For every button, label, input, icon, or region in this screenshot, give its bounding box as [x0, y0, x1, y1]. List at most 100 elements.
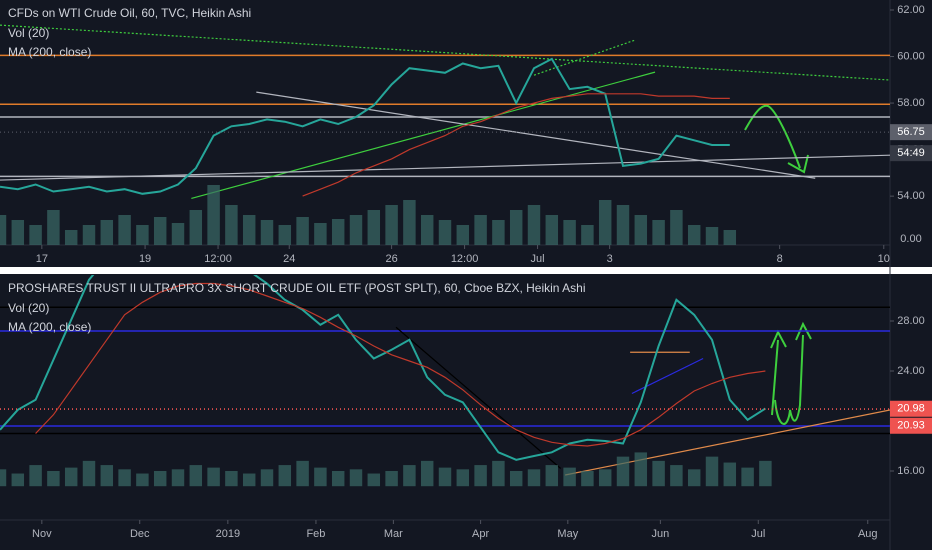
volume-bar [136, 225, 149, 245]
price-label-box [890, 400, 932, 417]
price-label: 20.93 [897, 420, 925, 432]
chart-layer: 54.0056.0058.0060.0062.000.00171912:0024… [0, 4, 932, 540]
countdown-box [890, 145, 932, 162]
panel-divider [0, 267, 932, 274]
price-label-box [890, 417, 932, 434]
volume-bar [278, 225, 292, 245]
x-tick-label: 24 [283, 253, 295, 265]
volume-bar [349, 215, 363, 245]
volume-bar [100, 220, 114, 245]
projection-arrow [774, 334, 804, 425]
x-tick-label: Mar [384, 528, 403, 540]
volume-bar [0, 469, 7, 487]
volume-bar [349, 469, 363, 487]
volume-bar [100, 465, 114, 487]
x-tick-label: Apr [472, 528, 489, 540]
volume-bar [385, 205, 398, 245]
y2-tick-label: 0.00 [900, 233, 921, 245]
trendline [0, 24, 890, 81]
volume-bar [456, 225, 470, 245]
volume-bar [403, 200, 416, 245]
volume-bar [296, 460, 309, 487]
chart-title: CFDs on WTI Crude Oil, 60, TVC, Heikin A… [8, 6, 251, 20]
volume-bar [0, 215, 7, 245]
volume-bar [29, 225, 42, 245]
volume-bar [492, 460, 505, 487]
x-tick-label: 12:00 [204, 253, 232, 265]
x-tick-label: 8 [777, 253, 783, 265]
volume-bar [616, 456, 630, 487]
y-tick-label: 28.00 [897, 315, 925, 327]
volume-bar [171, 469, 185, 487]
trendline [0, 154, 890, 181]
volume-bar [420, 460, 434, 487]
volume-bar [545, 215, 559, 245]
x-tick-label: 12:00 [451, 253, 479, 265]
volume-bar [118, 215, 131, 245]
volume-bar [581, 471, 594, 487]
volume-bar [331, 219, 345, 245]
trendline [191, 71, 656, 200]
price-line [0, 275, 766, 461]
volume-bar [705, 227, 719, 245]
ma-line [302, 93, 730, 197]
volume-bar [741, 467, 754, 487]
legend-entry: Vol (20) [8, 301, 49, 315]
arrow-head [795, 321, 812, 341]
volume-bar [474, 465, 487, 487]
y-tick-label: 60.00 [897, 50, 925, 62]
volume-bar [705, 456, 719, 487]
x-tick-label: Aug [858, 528, 878, 540]
trendline [256, 91, 816, 179]
plot-area [0, 24, 890, 245]
x-tick-label: Jun [652, 528, 670, 540]
volume-bar [278, 465, 292, 487]
volume-bar [11, 473, 25, 487]
y-tick-label: 16.00 [897, 465, 925, 477]
volume-bar [723, 462, 737, 487]
volume-bar [634, 215, 648, 245]
price-label: 20.98 [897, 403, 925, 415]
projection-arrow [744, 104, 801, 169]
volume-bar [474, 215, 487, 245]
volume-bar [509, 471, 523, 487]
projection-arrow [771, 339, 779, 416]
volume-bar [225, 471, 238, 487]
volume-bar [207, 185, 220, 245]
volume-bar [581, 225, 594, 245]
x-tick-label: 2019 [216, 528, 240, 540]
volume-bar [687, 225, 701, 245]
plot-area [0, 275, 890, 487]
volume-bar [82, 225, 96, 245]
volume-bar [314, 223, 327, 245]
trendline [533, 39, 635, 76]
x-tick-label: 3 [607, 253, 613, 265]
volume-bar [527, 205, 541, 245]
volume-bar [438, 220, 452, 245]
y-tick-label: 24.00 [897, 365, 925, 377]
arrow-head [787, 154, 809, 174]
x-tick-label: Feb [306, 528, 325, 540]
volume-bar [82, 460, 96, 487]
volume-bar [260, 220, 274, 245]
volume-bar [189, 465, 203, 487]
volume-bar [670, 465, 683, 487]
x-tick-label: 19 [139, 253, 151, 265]
x-tick-label: May [557, 528, 578, 540]
legend-entry: MA (200, close) [8, 45, 91, 59]
volume-bar [438, 467, 452, 487]
volume-bar [189, 210, 203, 245]
volume-bar [153, 471, 167, 487]
x-tick-label: 26 [385, 253, 397, 265]
volume-bar [420, 215, 434, 245]
chart-title: PROSHARES TRUST II ULTRAPRO 3X SHORT CRU… [8, 281, 586, 295]
volume-bar [136, 473, 149, 487]
volume-bar [314, 467, 327, 487]
volume-bar [527, 469, 541, 487]
volume-bar [403, 465, 416, 487]
volume-bar [367, 473, 381, 487]
volume-bar [225, 205, 238, 245]
volume-bar [242, 215, 256, 245]
